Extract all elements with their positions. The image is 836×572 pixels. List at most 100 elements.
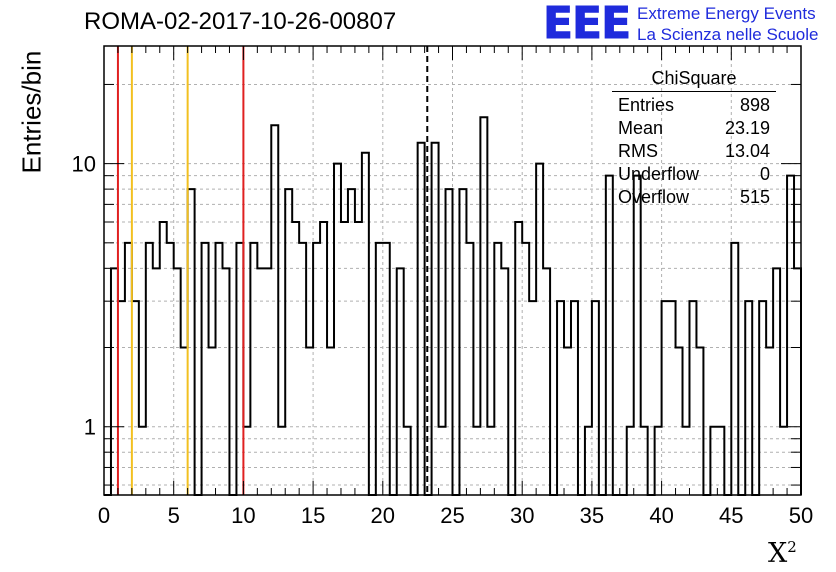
histogram-bin: [334, 164, 341, 495]
histogram-bin: [585, 427, 592, 495]
histogram-bin: [515, 222, 522, 495]
stats-row-underflow: Underflow 0: [618, 164, 770, 184]
histogram-bin: [362, 153, 369, 495]
histogram-bin: [536, 164, 543, 495]
y-tick-label: 1: [84, 415, 96, 440]
histogram-bin: [787, 176, 794, 495]
histogram-bin: [271, 125, 278, 495]
histogram-bin: [125, 243, 132, 495]
histogram-bin: [432, 143, 439, 495]
histogram-bin: [529, 301, 536, 495]
histogram-bin: [557, 301, 564, 495]
logo-line-2: La Scienza nelle Scuole: [637, 25, 819, 44]
histogram-bin: [731, 243, 738, 495]
histogram-bin: [759, 301, 766, 495]
histogram-bin: [676, 348, 683, 495]
histogram-bin: [285, 189, 292, 495]
histogram-bin: [766, 348, 773, 495]
histogram-bin: [669, 301, 676, 495]
histogram-bin: [146, 243, 153, 495]
histogram-bin: [606, 176, 613, 495]
histogram-bin: [480, 117, 487, 495]
stats-row-rms: RMS 13.04: [618, 141, 770, 161]
histogram-bin: [313, 243, 320, 495]
x-tick-label: 25: [440, 503, 464, 528]
histogram-bin: [257, 268, 264, 495]
histogram-bin: [592, 301, 599, 495]
histogram-bin: [167, 243, 174, 495]
x-tick-label: 35: [580, 503, 604, 528]
histogram-bin: [299, 243, 306, 495]
histogram-bin: [501, 268, 508, 495]
histogram-bin: [773, 268, 780, 495]
histogram-bin: [543, 268, 550, 495]
histogram-bin: [118, 301, 125, 495]
histogram-bin: [111, 268, 118, 495]
x-axis-label: X2: [768, 538, 797, 569]
histogram-bin: [522, 243, 529, 495]
histogram-bin: [250, 243, 257, 495]
histogram-bin: [139, 427, 146, 495]
histogram-bin: [320, 222, 327, 495]
histogram-bin: [710, 427, 717, 495]
chart-title: ROMA-02-2017-10-26-00807: [84, 8, 397, 35]
histogram-bin: [404, 427, 411, 495]
histogram-bin: [641, 427, 648, 495]
y-tick-label: 10: [72, 152, 96, 177]
histogram-bin: [243, 427, 250, 495]
x-tick-label: 0: [98, 503, 110, 528]
histogram-bin: [181, 348, 188, 495]
histogram-bin: [780, 427, 787, 495]
histogram-bin: [341, 222, 348, 495]
histogram-bin: [160, 222, 167, 495]
histogram-bin: [794, 268, 801, 495]
x-tick-label: 30: [510, 503, 534, 528]
histogram-bin: [745, 301, 752, 495]
histogram-bin: [446, 189, 453, 495]
histogram-bin: [278, 427, 285, 495]
x-tick-label: 50: [789, 503, 813, 528]
x-tick-label: 20: [371, 503, 395, 528]
histogram-bin: [383, 243, 390, 495]
histogram-bin: [222, 268, 229, 495]
histogram-bin: [459, 189, 466, 495]
histogram-bin: [655, 427, 662, 495]
stats-title: ChiSquare: [612, 68, 776, 92]
x-tick-label: 15: [301, 503, 325, 528]
histogram-bin: [717, 427, 724, 495]
histogram-bin: [466, 243, 473, 495]
histogram-bin: [627, 427, 634, 495]
histogram-bin: [689, 301, 696, 495]
stats-box: ChiSquare Entries 898 Mean 23.19 RMS 13.04 …: [612, 68, 776, 209]
histogram-bin: [376, 243, 383, 495]
histogram-bin: [418, 143, 425, 495]
histogram-bin: [397, 268, 404, 495]
stats-row-overflow: Overflow 515: [618, 187, 770, 207]
histogram-bin: [216, 243, 223, 495]
histogram-outline: [104, 116, 802, 496]
histogram-bin: [487, 427, 494, 495]
y-axis-label: Entries/bin: [16, 50, 47, 174]
histogram-bin: [236, 243, 243, 495]
histogram-bin: [264, 268, 271, 495]
histogram-bin: [209, 348, 216, 495]
histogram-bin: [494, 243, 501, 495]
histogram-bin: [306, 348, 313, 495]
eee-logo: EEE: [542, 0, 631, 49]
histogram-bin: [564, 348, 571, 495]
histogram-bin: [355, 222, 362, 495]
histogram-bin: [132, 301, 139, 495]
histogram-bin: [327, 348, 334, 495]
x-tick-label: 45: [719, 503, 743, 528]
histogram-bin: [292, 222, 299, 495]
stats-row-mean: Mean 23.19: [618, 118, 770, 138]
histogram-bin: [634, 176, 641, 495]
stats-row-entries: Entries 898: [618, 95, 770, 115]
logo-line-1: Extreme Energy Events: [637, 4, 816, 23]
histogram-bin: [683, 427, 690, 495]
histogram-bin: [473, 427, 480, 495]
histogram-bin: [696, 348, 703, 495]
histogram-bin: [662, 301, 669, 495]
histogram-bin: [153, 268, 160, 495]
